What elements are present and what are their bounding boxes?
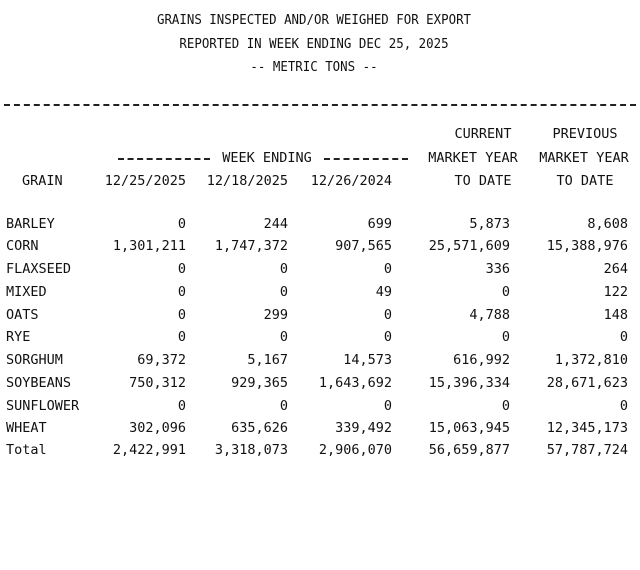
current-my-value: 25,571,609: [428, 238, 510, 254]
table-row: SUNFLOWER 0 0 0 0 0: [0, 398, 640, 420]
previous-my-value: 122: [603, 284, 628, 300]
week2-header: 12/18/2025: [206, 173, 288, 189]
week1-value: 0: [177, 398, 186, 414]
week3-value: 0: [383, 329, 392, 345]
week1-value: 0: [177, 307, 186, 323]
week-ending-header: WEEK ENDING: [222, 150, 312, 166]
previous-my-value: 57,787,724: [546, 442, 628, 458]
current-my-value: 4,788: [469, 307, 510, 323]
current-my-value: 0: [501, 398, 510, 414]
previous-my-value: 15,388,976: [546, 238, 628, 254]
current-my-value: 15,396,334: [428, 375, 510, 391]
week1-value: 0: [177, 216, 186, 232]
week1-value: 2,422,991: [112, 442, 186, 458]
report-units: -- METRIC TONS --: [250, 59, 378, 75]
week1-value: 0: [177, 261, 186, 277]
week2-value: 0: [279, 284, 288, 300]
grain-name: WHEAT: [6, 420, 47, 436]
week1-header: 12/25/2025: [104, 173, 186, 189]
grain-name: MIXED: [6, 284, 47, 300]
previous-my-value: 264: [603, 261, 628, 277]
current-my-value: 5,873: [469, 216, 510, 232]
grain-name: FLAXSEED: [6, 261, 72, 277]
grain-name: BARLEY: [6, 216, 55, 232]
grain-name: CORN: [6, 238, 39, 254]
report-title: GRAINS INSPECTED AND/OR WEIGHED FOR EXPO…: [156, 12, 472, 28]
grain-name: SORGHUM: [6, 352, 63, 368]
week3-value: 1,643,692: [318, 375, 392, 391]
previous-my-value: 148: [603, 307, 628, 323]
week3-value: 0: [383, 398, 392, 414]
current-my-value: 56,659,877: [428, 442, 510, 458]
previous-my-value: 0: [619, 398, 628, 414]
week1-value: 302,096: [129, 420, 186, 436]
week3-value: 49: [375, 284, 392, 300]
current-my-value: 0: [501, 329, 510, 345]
week-ending-dashes-right: [324, 158, 408, 160]
week3-value: 2,906,070: [318, 442, 392, 458]
table-row: CORN 1,301,211 1,747,372 907,565 25,571,…: [0, 238, 640, 260]
previous-header-line3: TO DATE: [556, 173, 614, 189]
table-row: SOYBEANS 750,312 929,365 1,643,692 15,39…: [0, 375, 640, 397]
table-row: WHEAT 302,096 635,626 339,492 15,063,945…: [0, 420, 640, 442]
week3-value: 0: [383, 307, 392, 323]
week3-header: 12/26/2024: [310, 173, 392, 189]
current-my-value: 15,063,945: [428, 420, 510, 436]
table-row: OATS 0 299 0 4,788 148: [0, 307, 640, 329]
previous-my-value: 28,671,623: [546, 375, 628, 391]
table-row: FLAXSEED 0 0 0 336 264: [0, 261, 640, 283]
grain-name: OATS: [6, 307, 39, 323]
week1-value: 750,312: [129, 375, 186, 391]
current-header-line2: MARKET YEAR: [428, 150, 518, 166]
current-my-value: 336: [485, 261, 510, 277]
week1-value: 0: [177, 284, 186, 300]
grain-name: Total: [6, 442, 47, 458]
week3-value: 0: [383, 261, 392, 277]
week1-value: 0: [177, 329, 186, 345]
total-row: Total 2,422,991 3,318,073 2,906,070 56,6…: [0, 442, 640, 464]
table-row: SORGHUM 69,372 5,167 14,573 616,992 1,37…: [0, 352, 640, 374]
week1-value: 1,301,211: [112, 238, 186, 254]
table-row: MIXED 0 0 49 0 122: [0, 284, 640, 306]
grain-name: SUNFLOWER: [6, 398, 80, 414]
current-my-value: 616,992: [453, 352, 510, 368]
report-subtitle: REPORTED IN WEEK ENDING DEC 25, 2025: [179, 36, 449, 52]
grain-header: GRAIN: [22, 173, 63, 189]
week2-value: 0: [279, 398, 288, 414]
week3-value: 14,573: [343, 352, 392, 368]
current-header-line3: TO DATE: [454, 173, 512, 189]
week2-value: 0: [279, 329, 288, 345]
export-inspections-report: GRAINS INSPECTED AND/OR WEIGHED FOR EXPO…: [0, 12, 640, 464]
grain-name: SOYBEANS: [6, 375, 72, 391]
week2-value: 299: [263, 307, 288, 323]
week2-value: 635,626: [231, 420, 288, 436]
week3-value: 907,565: [335, 238, 392, 254]
previous-my-value: 0: [619, 329, 628, 345]
week2-value: 3,318,073: [214, 442, 288, 458]
current-header-line1: CURRENT: [454, 126, 512, 142]
current-my-value: 0: [501, 284, 510, 300]
previous-header-line2: MARKET YEAR: [539, 150, 629, 166]
previous-header-line1: PREVIOUS: [552, 126, 618, 142]
previous-my-value: 8,608: [587, 216, 628, 232]
week2-value: 0: [279, 261, 288, 277]
previous-my-value: 12,345,173: [546, 420, 628, 436]
week2-value: 5,167: [247, 352, 288, 368]
previous-my-value: 1,372,810: [554, 352, 628, 368]
week2-value: 1,747,372: [214, 238, 288, 254]
grain-name: RYE: [6, 329, 31, 345]
week-ending-dashes-left: [118, 158, 210, 160]
week3-value: 699: [367, 216, 392, 232]
header-divider: [4, 104, 636, 106]
week2-value: 244: [263, 216, 288, 232]
table-row: BARLEY 0 244 699 5,873 8,608: [0, 216, 640, 238]
week1-value: 69,372: [137, 352, 186, 368]
week2-value: 929,365: [231, 375, 288, 391]
week3-value: 339,492: [335, 420, 392, 436]
table-row: RYE 0 0 0 0 0: [0, 329, 640, 351]
